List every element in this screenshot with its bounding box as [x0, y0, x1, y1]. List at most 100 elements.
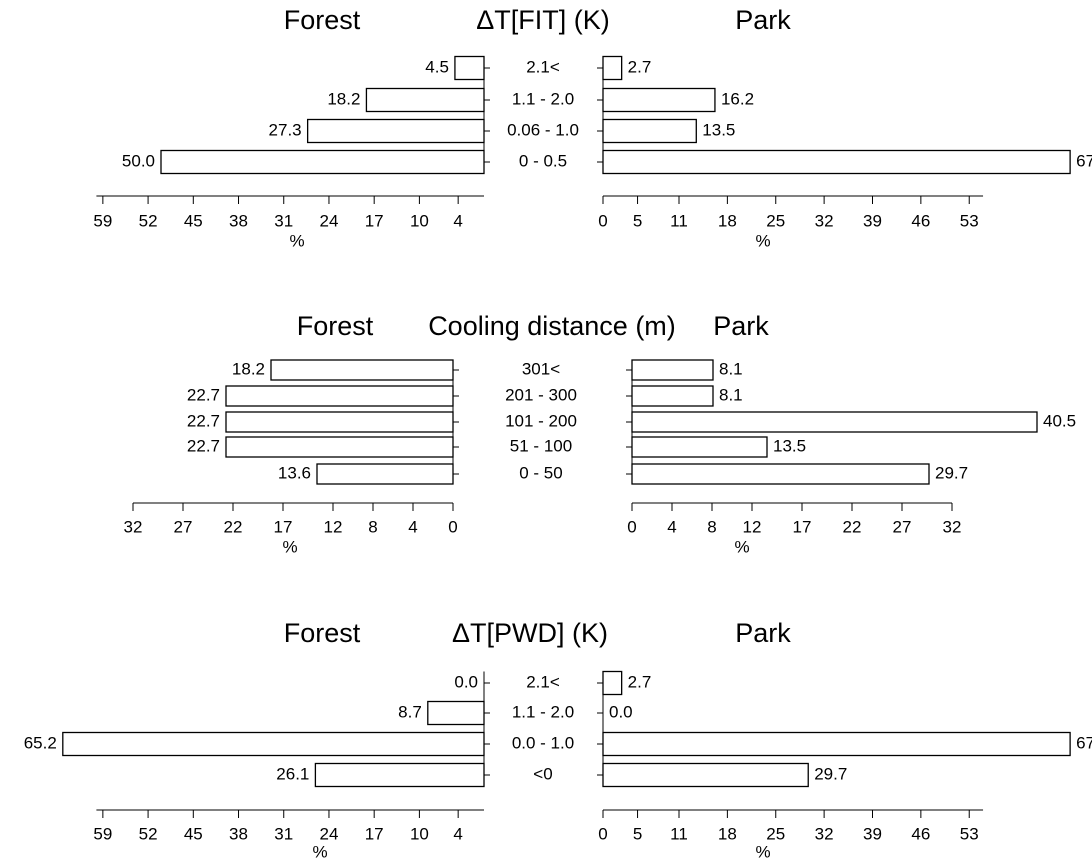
value-label: 2.7: [628, 57, 652, 76]
bar: [225, 385, 454, 407]
chart-title: ΔT[PWD] (K): [452, 618, 608, 648]
bar: [602, 731, 1071, 757]
bar: [160, 149, 485, 175]
series-name: Park: [735, 618, 791, 648]
x-tick-label: 53: [960, 824, 979, 843]
bar: [602, 670, 623, 696]
category-label: 301<: [522, 359, 560, 378]
x-tick-label: 24: [319, 824, 338, 843]
x-tick-label: 39: [863, 211, 882, 230]
x-tick-label: 32: [943, 517, 962, 536]
series-name: Park: [713, 311, 769, 341]
category-label: 101 - 200: [505, 411, 577, 430]
x-axis-label: %: [282, 537, 297, 556]
x-axis-label: %: [755, 842, 770, 861]
bar: [427, 700, 485, 726]
x-tick-label: 53: [960, 211, 979, 230]
x-tick-label: 38: [229, 211, 248, 230]
value-label: 16.2: [721, 89, 754, 108]
category-label: 1.1 - 2.0: [512, 89, 574, 108]
value-label: 2.7: [628, 672, 652, 691]
x-tick-label: 45: [184, 824, 203, 843]
category-label: <0: [533, 764, 552, 783]
category-label: 1.1 - 2.0: [512, 702, 574, 721]
value-label: 13.6: [278, 463, 311, 482]
category-label: 2.1<: [526, 672, 560, 691]
x-tick-label: 25: [766, 824, 785, 843]
value-label: 65.2: [24, 733, 57, 752]
value-label: 27.3: [269, 120, 302, 139]
x-tick-label: 0: [598, 211, 607, 230]
value-label: 18.2: [232, 359, 265, 378]
x-tick-label: 0: [598, 824, 607, 843]
x-tick-label: 46: [911, 211, 930, 230]
x-tick-label: 5: [633, 824, 642, 843]
x-tick-label: 32: [815, 824, 834, 843]
x-tick-label: 17: [365, 211, 384, 230]
category-label: 0 - 50: [519, 463, 562, 482]
x-tick-label: 38: [229, 824, 248, 843]
x-tick-label: 39: [863, 824, 882, 843]
x-tick-label: 18: [718, 211, 737, 230]
bar: [631, 411, 1038, 433]
chart-title: Cooling distance (m): [428, 311, 676, 341]
value-label: 67.6: [1076, 733, 1092, 752]
series-name: Forest: [284, 618, 361, 648]
category-label: 0 - 0.5: [519, 151, 567, 170]
x-tick-label: 52: [139, 211, 158, 230]
value-label: 26.1: [276, 764, 309, 783]
x-tick-label: 24: [319, 211, 338, 230]
x-tick-label: 46: [911, 824, 930, 843]
x-tick-label: 32: [124, 517, 143, 536]
x-axis-label: %: [289, 231, 304, 250]
x-tick-label: 32: [815, 211, 834, 230]
bar: [631, 359, 714, 381]
bar: [62, 731, 485, 757]
value-label: 67.6: [1076, 151, 1092, 170]
value-label: 22.7: [187, 411, 220, 430]
chart-title: ΔT[FIT] (K): [476, 5, 610, 35]
bar: [631, 463, 930, 485]
x-tick-label: 4: [408, 517, 417, 536]
value-label: 13.5: [773, 436, 806, 455]
bar: [270, 359, 454, 381]
value-label: 13.5: [702, 120, 735, 139]
value-label: 8.1: [719, 385, 743, 404]
category-label: 51 - 100: [510, 436, 572, 455]
value-label: 4.5: [425, 57, 449, 76]
category-label: 201 - 300: [505, 385, 577, 404]
value-label: 22.7: [187, 436, 220, 455]
x-tick-label: 4: [667, 517, 676, 536]
x-tick-label: 0: [448, 517, 457, 536]
bar: [602, 762, 809, 788]
bar: [602, 118, 697, 144]
bar: [602, 149, 1071, 175]
category-label: 0.0 - 1.0: [512, 733, 574, 752]
x-tick-label: 8: [368, 517, 377, 536]
x-tick-label: 11: [670, 824, 688, 843]
x-tick-label: 10: [410, 824, 429, 843]
x-tick-label: 12: [324, 517, 343, 536]
x-tick-label: 11: [670, 211, 688, 230]
x-tick-label: 17: [793, 517, 812, 536]
value-label: 0.0: [609, 702, 633, 721]
bar: [602, 87, 716, 113]
x-tick-label: 25: [766, 211, 785, 230]
bar: [225, 436, 454, 458]
x-tick-label: 52: [139, 824, 158, 843]
x-tick-label: 31: [274, 824, 293, 843]
x-tick-label: 10: [410, 211, 429, 230]
x-tick-label: 22: [224, 517, 243, 536]
bar: [365, 87, 485, 113]
bar: [306, 118, 485, 144]
x-axis-label: %: [312, 842, 327, 861]
x-axis-label: %: [755, 231, 770, 250]
series-name: Forest: [284, 5, 361, 35]
series-name: Forest: [297, 311, 374, 341]
x-tick-label: 31: [274, 211, 293, 230]
bar: [631, 385, 714, 407]
x-tick-label: 0: [627, 517, 636, 536]
bar: [602, 55, 623, 81]
x-tick-label: 17: [365, 824, 384, 843]
bar: [454, 55, 485, 81]
